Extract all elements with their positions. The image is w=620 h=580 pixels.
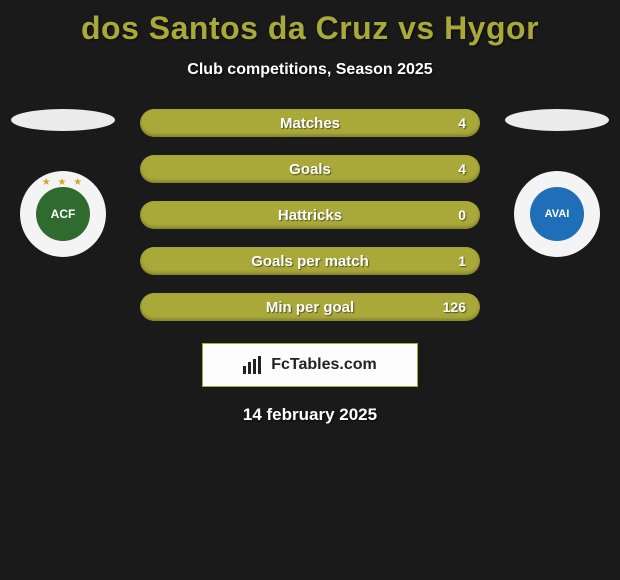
comparison-content: ★ ★ ★ ACF AVAI Matches 4 Goals 4 Hattric… — [0, 109, 620, 425]
stat-right-value: 4 — [458, 161, 466, 177]
stat-right-value: 0 — [458, 207, 466, 223]
stat-right-value: 126 — [443, 299, 466, 315]
stat-label: Goals per match — [251, 253, 369, 270]
right-club-shield: AVAI — [530, 187, 584, 241]
left-club-shield: ACF — [36, 187, 90, 241]
stat-row: Goals per match 1 — [140, 247, 480, 275]
stat-label: Matches — [280, 115, 340, 132]
stat-right-value: 1 — [458, 253, 466, 269]
brand-text: FcTables.com — [271, 356, 377, 374]
left-player-column: ★ ★ ★ ACF — [8, 109, 118, 257]
subtitle: Club competitions, Season 2025 — [0, 61, 620, 79]
stat-label: Goals — [289, 161, 331, 178]
bar-chart-icon — [243, 356, 265, 374]
stat-row: Matches 4 — [140, 109, 480, 137]
left-club-crest: ★ ★ ★ ACF — [20, 171, 106, 257]
stat-label: Hattricks — [278, 207, 342, 224]
right-club-crest: AVAI — [514, 171, 600, 257]
stat-rows: Matches 4 Goals 4 Hattricks 0 Goals per … — [140, 109, 480, 321]
stat-row: Hattricks 0 — [140, 201, 480, 229]
right-club-short: AVAI — [545, 208, 570, 220]
date-text: 14 february 2025 — [0, 405, 620, 425]
page-title: dos Santos da Cruz vs Hygor — [0, 0, 620, 47]
stat-label: Min per goal — [266, 299, 354, 316]
stat-right-value: 4 — [458, 115, 466, 131]
left-club-stars: ★ ★ ★ — [42, 177, 84, 188]
brand-box[interactable]: FcTables.com — [202, 343, 418, 387]
right-player-column: AVAI — [502, 109, 612, 257]
left-player-oval — [11, 109, 115, 131]
stat-row: Min per goal 126 — [140, 293, 480, 321]
left-club-short: ACF — [51, 207, 76, 221]
stat-row: Goals 4 — [140, 155, 480, 183]
right-player-oval — [505, 109, 609, 131]
